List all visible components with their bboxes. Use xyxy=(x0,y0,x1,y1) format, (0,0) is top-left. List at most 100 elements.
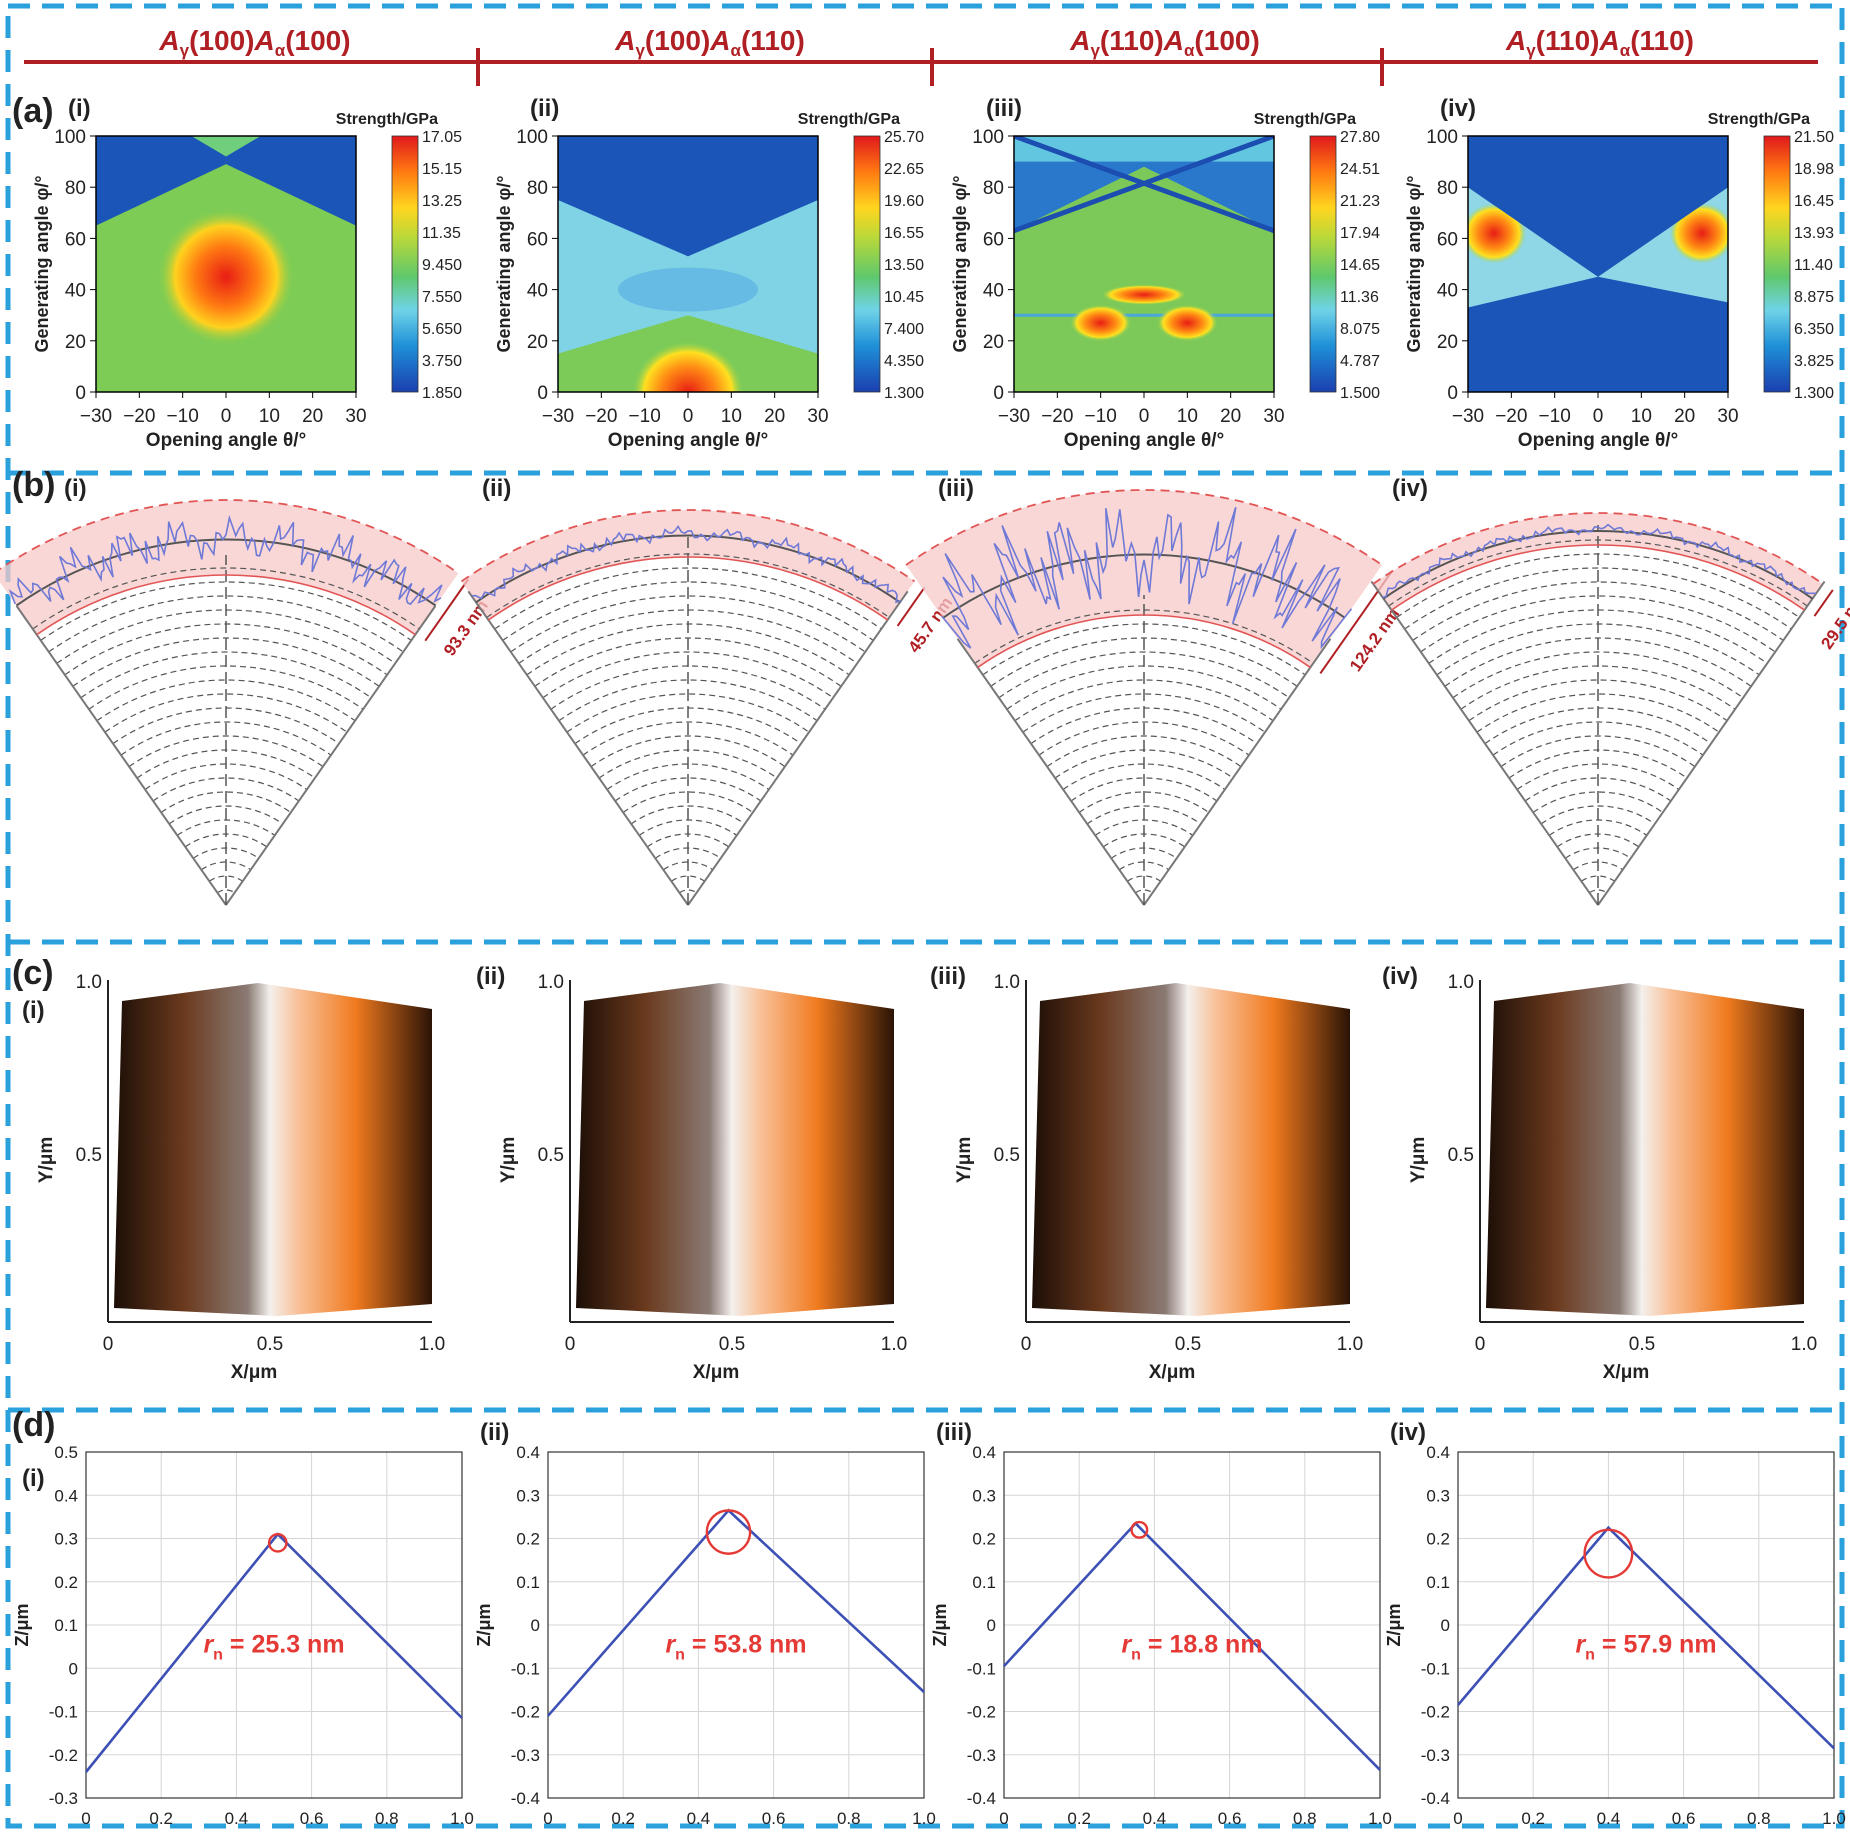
hot-lobe-1 xyxy=(1070,304,1131,341)
colorbar-label: 11.35 xyxy=(422,225,461,242)
plot-frame xyxy=(1003,1451,1381,1799)
mid-band xyxy=(618,267,758,312)
band-inner xyxy=(1391,544,1805,611)
x-tick-label: 1.0 xyxy=(1337,1334,1363,1355)
y-tick-label: -0.1 xyxy=(511,1659,540,1678)
nose-radius-label: rn = 57.9 nm xyxy=(1575,1631,1716,1664)
dashed-arc xyxy=(200,861,252,871)
colorbar-label: 1.500 xyxy=(1340,385,1380,402)
mean-arc xyxy=(942,553,1346,619)
sector-panel-1: (i)93.3 nm xyxy=(0,475,492,906)
dashed-arc xyxy=(217,889,235,894)
nose-radius-circle xyxy=(1130,1520,1149,1539)
colorbar-label: 5.650 xyxy=(422,321,462,338)
x-tick-label: 0.6 xyxy=(300,1809,324,1828)
dashed-arc xyxy=(590,735,786,768)
x-axis-label: Opening angle θ/° xyxy=(608,430,768,451)
nose-radius-circle xyxy=(267,1532,288,1553)
afm-surface xyxy=(576,983,894,1316)
dashed-arc xyxy=(1492,721,1704,756)
roughness-band xyxy=(905,490,1383,668)
band-inner xyxy=(977,614,1311,669)
hot-lobe-3 xyxy=(1102,284,1186,305)
dashed-arc xyxy=(606,763,770,790)
x-tick-label: 0.5 xyxy=(719,1334,745,1355)
x-tick-label: 10 xyxy=(721,406,742,427)
panel-roman: (iii) xyxy=(936,1419,972,1446)
row-label-d: (d) xyxy=(12,1406,55,1444)
x-tick-label: −10 xyxy=(629,406,661,427)
y-tick-label: 0.5 xyxy=(76,1145,102,1166)
x-tick-label: 0 xyxy=(543,1809,552,1828)
edge-profile xyxy=(471,524,902,604)
y-tick-label: 40 xyxy=(65,281,86,302)
edge-profile xyxy=(8,514,443,606)
top-region xyxy=(1468,136,1728,277)
y-tick-label: 1.0 xyxy=(994,972,1020,993)
x-axis-label: X/μm xyxy=(1149,1362,1195,1383)
x-tick-label: 0.4 xyxy=(1597,1809,1621,1828)
y-tick-label: 100 xyxy=(516,127,548,148)
dashed-arc xyxy=(1420,595,1776,653)
x-tick-label: −20 xyxy=(1041,406,1073,427)
diag-2 xyxy=(1014,136,1274,234)
row-label-c: (c) xyxy=(12,954,54,992)
hot-spot xyxy=(633,342,743,392)
colorbar-label: 3.825 xyxy=(1794,353,1834,370)
y-axis-label: Z/μm xyxy=(474,1603,494,1646)
dashed-arc xyxy=(1062,763,1226,790)
x-tick-label: 0.2 xyxy=(611,1809,635,1828)
y-tick-label: -0.3 xyxy=(967,1746,996,1765)
dashed-arc xyxy=(1540,805,1656,825)
colorbar-label: 4.787 xyxy=(1340,353,1380,370)
y-tick-label: 1.0 xyxy=(1448,972,1474,993)
dashed-arc xyxy=(1572,861,1624,871)
edge-left xyxy=(956,638,1145,906)
panel-roman: (i) xyxy=(22,1465,45,1492)
panel-roman: (iii) xyxy=(938,475,974,502)
x-tick-label: 0.6 xyxy=(1672,1809,1696,1828)
y-tick-label: -0.1 xyxy=(1421,1659,1450,1678)
dashed-arc xyxy=(662,861,714,871)
sector-panel-2: (ii)45.7 nm xyxy=(460,475,956,906)
x-tick-label: 10 xyxy=(1177,406,1198,427)
plot-frame xyxy=(1457,1451,1835,1799)
y-tick-label: 0.2 xyxy=(1426,1530,1450,1549)
y-tick-label: 80 xyxy=(983,178,1004,199)
colorbar-label: 11.40 xyxy=(1794,257,1833,274)
colorbar-label: 10.45 xyxy=(884,289,924,306)
band xyxy=(1468,187,1728,308)
dashed-arc xyxy=(1038,721,1250,756)
thickness-arrow xyxy=(424,578,470,642)
y-tick-label: 0 xyxy=(993,383,1004,404)
dashed-arc xyxy=(1532,791,1664,813)
y-tick-label: 0.1 xyxy=(1426,1573,1450,1592)
y-axis-label: Y/μm xyxy=(498,1137,519,1183)
x-tick-label: −20 xyxy=(1495,406,1527,427)
panel-roman: (ii) xyxy=(476,963,505,990)
colorbar-label: 1.300 xyxy=(1794,385,1834,402)
hot-spot xyxy=(158,208,294,345)
panel-roman: (ii) xyxy=(480,1419,509,1446)
y-axis-label: Z/μm xyxy=(930,1603,950,1646)
dashed-arc xyxy=(630,805,746,825)
x-tick-label: 1.0 xyxy=(881,1334,907,1355)
dashed-arc xyxy=(1094,819,1194,836)
band-outer xyxy=(1372,512,1824,585)
low-region xyxy=(96,136,356,226)
y-tick-label: -0.3 xyxy=(511,1746,540,1765)
y-tick-label: 60 xyxy=(983,229,1004,250)
y-axis-label: Generating angle φ/° xyxy=(1404,175,1424,352)
x-tick-label: 20 xyxy=(1674,406,1695,427)
afm-panel-3: (iii) 1.0 0.5 Y/μm 0 0.5 1.0 X/μm xyxy=(930,963,1363,1383)
afm-panel-1: (i) 1.0 0.5 Y/μm 0 0.5 1.0 X/μm xyxy=(22,972,445,1383)
y-tick-label: 60 xyxy=(65,229,86,250)
profile-panel-4: (iv) 0 0.2 0.4 0.6 0.8 1.0 -0.4 -0.3 -0.2 -0.1 0 0.1… xyxy=(1384,1419,1846,1828)
profile-panel-3: (iii) 0 0.2 0.4 0.6 0.8 1.0 -0.4 -0.3 -0.2 -0.1 0 0.… xyxy=(930,1419,1392,1828)
y-tick-label: 80 xyxy=(65,178,86,199)
profile-curve xyxy=(1457,1525,1835,1750)
nose-radius-label: rn = 18.8 nm xyxy=(1121,1631,1262,1664)
colorbar-label: 16.55 xyxy=(884,225,924,242)
x-tick-label: 30 xyxy=(1263,406,1284,427)
colorbar-label: 25.70 xyxy=(884,129,924,146)
